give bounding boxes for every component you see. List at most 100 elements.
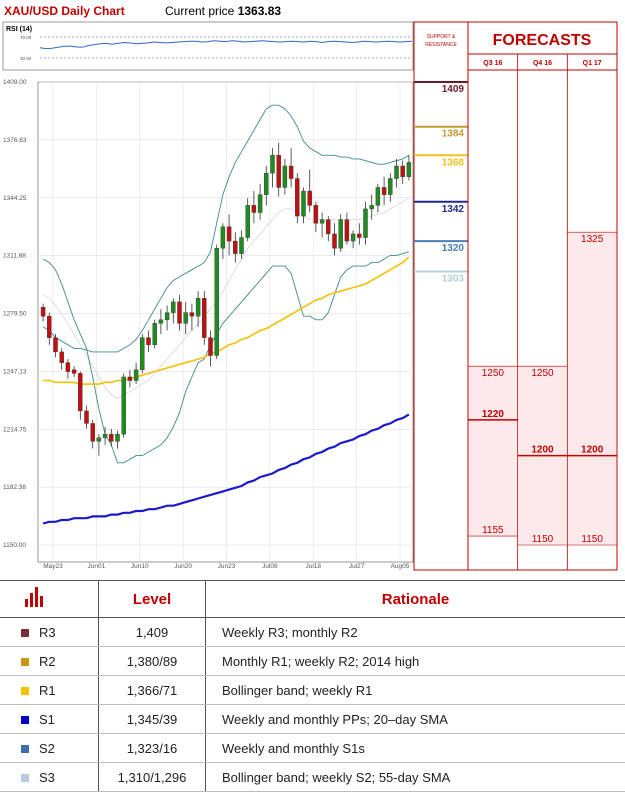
x-tick-label: Jul18	[305, 563, 321, 570]
forecast-column-header: Q1 17	[583, 60, 602, 67]
y-tick-label: 1344.25	[3, 195, 27, 202]
level-value: 1,366/71	[99, 676, 206, 705]
rsi-label: RSI (14)	[6, 26, 32, 33]
level-rationale: Bollinger band; weekly S2; 55-day SMA	[206, 763, 625, 792]
candle-bearish	[227, 227, 231, 241]
forecast-high-label: 1325	[581, 234, 604, 245]
rsi-tick-70: 70.00	[20, 35, 32, 40]
candle-bearish	[177, 302, 181, 323]
candle-bullish	[140, 338, 144, 370]
forecast-low-label: 1150	[532, 534, 554, 545]
forecast-column-header: Q4 16	[533, 60, 552, 67]
candle-bullish	[165, 313, 169, 320]
candle-bullish	[103, 434, 107, 438]
levels-table: Level Rationale R3 1,409 Weekly R3; mont…	[0, 580, 625, 792]
candle-bearish	[72, 370, 76, 374]
x-tick-label: Jun10	[131, 563, 149, 570]
candle-bullish	[97, 438, 101, 442]
candle-bullish	[363, 209, 367, 238]
forecast-mid-label: 1200	[531, 445, 554, 456]
candle-bullish	[122, 377, 126, 434]
table-row: R2 1,380/89 Monthly R1; weekly R2; 2014 …	[0, 647, 625, 676]
candle-bearish	[308, 191, 312, 205]
level-swatch	[21, 658, 29, 666]
table-row: S2 1,323/16 Weekly and monthly S1s	[0, 734, 625, 763]
candle-bearish	[60, 352, 64, 363]
candle-bullish	[376, 187, 380, 205]
forecast-low-label: 1150	[581, 534, 603, 545]
level-swatch	[21, 774, 29, 782]
candle-bearish	[357, 234, 361, 238]
rsi-tick-30: 30.00	[20, 56, 32, 61]
level-value: 1,345/39	[99, 705, 206, 734]
levels-table-header: Level Rationale	[0, 581, 625, 618]
forecast-column-header: Q3 16	[483, 60, 502, 67]
candle-bullish	[264, 173, 268, 194]
candle-bullish	[239, 238, 243, 254]
y-tick-label: 1376.63	[3, 137, 27, 144]
candle-bullish	[283, 166, 287, 187]
level-rationale: Bollinger band; weekly R1	[206, 676, 625, 705]
sr-level-label: 1342	[442, 204, 465, 215]
candle-bearish	[146, 338, 150, 345]
level-name: R2	[39, 654, 56, 669]
sr-header-line1: SUPPORT &	[427, 34, 456, 40]
candle-bullish	[258, 195, 262, 213]
forecast-mid-label: 1200	[581, 445, 604, 456]
candle-bearish	[289, 166, 293, 179]
level-value: 1,310/1,296	[99, 763, 206, 792]
forecast-range-band	[568, 232, 616, 545]
candle-bearish	[277, 155, 281, 187]
candle-bearish	[332, 234, 336, 248]
bar-chart-icon	[24, 587, 46, 607]
candle-bullish	[320, 220, 324, 224]
header-rationale: Rationale	[206, 581, 625, 618]
candle-bullish	[196, 298, 200, 316]
y-tick-label: 1311.88	[3, 253, 26, 260]
y-tick-label: 1214.75	[3, 426, 27, 433]
y-tick-label: 1409.00	[3, 79, 27, 86]
candle-bearish	[345, 220, 349, 241]
candle-bearish	[66, 363, 70, 372]
candle-bearish	[233, 241, 237, 254]
bar-chart-icon-cell	[0, 581, 99, 618]
candle-bearish	[41, 307, 45, 316]
level-name: S2	[39, 741, 55, 756]
sr-column	[414, 22, 468, 570]
x-tick-label: Jul27	[349, 563, 365, 570]
candle-bullish	[246, 205, 250, 237]
candle-bearish	[109, 434, 113, 441]
candle-bullish	[215, 248, 219, 355]
x-tick-label: Jun23	[218, 563, 236, 570]
table-row: R1 1,366/71 Bollinger band; weekly R1	[0, 676, 625, 705]
x-tick-label: Jun20	[174, 563, 192, 570]
level-value: 1,323/16	[99, 734, 206, 763]
level-rationale: Weekly and monthly PPs; 20–day SMA	[206, 705, 625, 734]
sr-level-label: 1409	[442, 84, 465, 95]
chart-title: XAU/USD Daily Chart	[4, 4, 125, 18]
level-swatch	[21, 716, 29, 724]
candle-bearish	[202, 298, 206, 337]
table-row: R3 1,409 Weekly R3; monthly R2	[0, 618, 625, 647]
forecast-low-label: 1155	[482, 525, 504, 536]
table-row: S1 1,345/39 Weekly and monthly PPs; 20–d…	[0, 705, 625, 734]
level-rationale: Monthly R1; weekly R2; 2014 high	[206, 647, 625, 676]
candle-bullish	[301, 191, 305, 216]
level-value: 1,409	[99, 618, 206, 647]
x-tick-label: May23	[43, 563, 63, 570]
candle-bullish	[159, 320, 163, 324]
level-swatch	[21, 629, 29, 637]
level-rationale: Weekly R3; monthly R2	[206, 618, 625, 647]
candle-bullish	[351, 234, 355, 241]
level-value: 1,380/89	[99, 647, 206, 676]
sr-header-line2: RESISTANCE	[425, 42, 457, 48]
y-tick-label: 1150.00	[3, 542, 26, 549]
forecast-high-label: 1250	[531, 368, 554, 379]
candle-bearish	[53, 338, 57, 352]
x-tick-label: Jun01	[88, 563, 106, 570]
candle-bullish	[153, 323, 157, 344]
sr-level-label: 1320	[442, 243, 465, 254]
candle-bearish	[208, 338, 212, 356]
sr-level-label: 1303	[442, 273, 465, 284]
candle-bullish	[184, 313, 188, 324]
